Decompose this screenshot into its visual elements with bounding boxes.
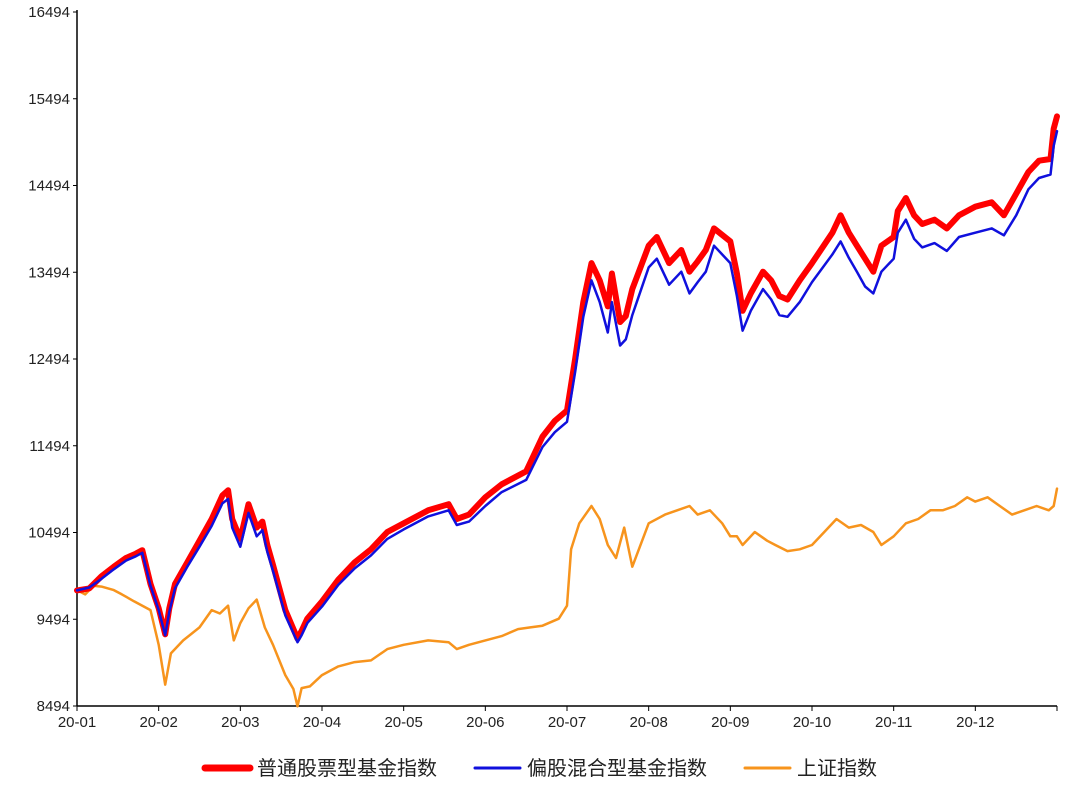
y-tick-label: 13494 — [28, 264, 70, 281]
y-tick-label: 9494 — [37, 611, 70, 628]
y-tick-label: 12494 — [28, 351, 70, 368]
series-line-2 — [75, 129, 1059, 644]
x-tick-label: 20-10 — [793, 714, 831, 731]
x-tick-label: 20-07 — [548, 714, 586, 731]
y-tick-label: 14494 — [28, 178, 70, 195]
x-tick-label: 20-09 — [711, 714, 749, 731]
axes-layer: 8494 9494 10494 11494 12494 13494 14494 15494 16… — [28, 4, 1058, 731]
x-tick-label: 20-12 — [956, 714, 994, 731]
x-tick-label: 20-01 — [58, 714, 96, 731]
legend-label-2: 偏股混合型基金指数 — [527, 757, 707, 780]
legend-label-3: 上证指数 — [797, 757, 877, 780]
x-tick-label: 20-05 — [384, 714, 422, 731]
y-tick-label: 10494 — [28, 525, 70, 542]
y-tick-label: 15494 — [28, 91, 70, 108]
legend-label-1: 普通股票型基金指数 — [257, 757, 437, 780]
series-layer — [74, 113, 1060, 708]
series-line-1 — [74, 113, 1060, 642]
x-tick-label: 20-02 — [139, 714, 177, 731]
y-tick-label: 16494 — [28, 4, 70, 21]
legend: 普通股票型基金指数 偏股混合型基金指数 上证指数 — [201, 757, 877, 780]
y-tick-label: 11494 — [29, 438, 70, 455]
y-tick-label: 8494 — [37, 698, 70, 715]
x-tick-label: 20-03 — [221, 714, 259, 731]
x-tick-label: 20-08 — [629, 714, 667, 731]
x-tick-label: 20-06 — [466, 714, 504, 731]
x-tick-label: 20-04 — [303, 714, 341, 731]
series-line-3 — [75, 487, 1059, 708]
x-tick-label: 20-11 — [875, 714, 912, 731]
